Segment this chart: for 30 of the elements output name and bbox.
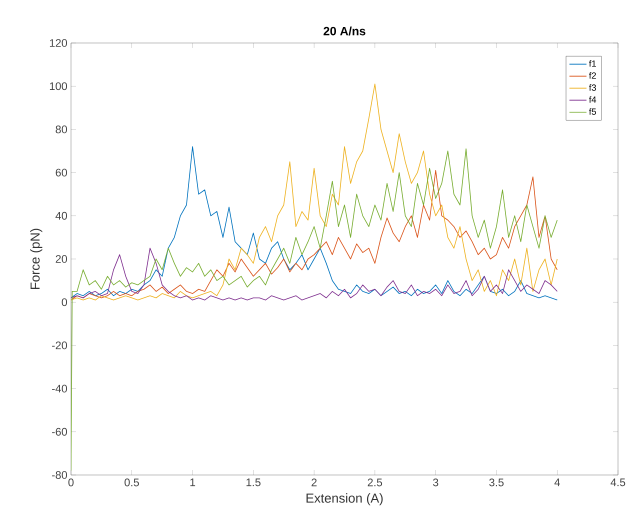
legend-label: f2 [589,72,596,79]
y-tick-label: 60 [56,168,68,176]
y-tick-label: 20 [56,255,68,263]
y-axis-title: Force (pN) [30,228,42,289]
x-tick-label: 0 [68,478,74,486]
x-tick-label: 1 [190,478,196,486]
legend-label: f5 [589,108,596,115]
y-tick-label: 0 [62,298,68,306]
line-series [71,170,558,300]
legend-label: f3 [589,84,596,91]
y-tick-label: 100 [50,82,68,90]
chart-title: 20 A/ns [324,26,366,36]
y-tick-label: -80 [52,471,68,479]
y-tick-label: 40 [55,212,68,220]
y-tick-label: -20 [52,342,68,350]
x-tick-label: 0.5 [124,478,139,486]
x-tick-label: 2 [312,478,317,486]
legend-label: f4 [589,96,596,103]
legend-label: f1 [589,60,596,67]
y-tick-label: 120 [50,39,68,47]
x-tick-label: 4.5 [610,478,626,486]
x-tick-label: 3.5 [489,478,504,486]
x-axis-title: Extension (A) [306,493,383,506]
y-tick-label: 80 [56,126,68,134]
x-tick-label: 1.5 [246,478,261,486]
y-tick-label: -40 [52,384,68,392]
x-tick-label: 3 [433,478,438,486]
x-tick-label: 4 [554,478,560,486]
y-tick-label: -60 [52,428,68,436]
x-tick-label: 2.5 [368,478,382,486]
